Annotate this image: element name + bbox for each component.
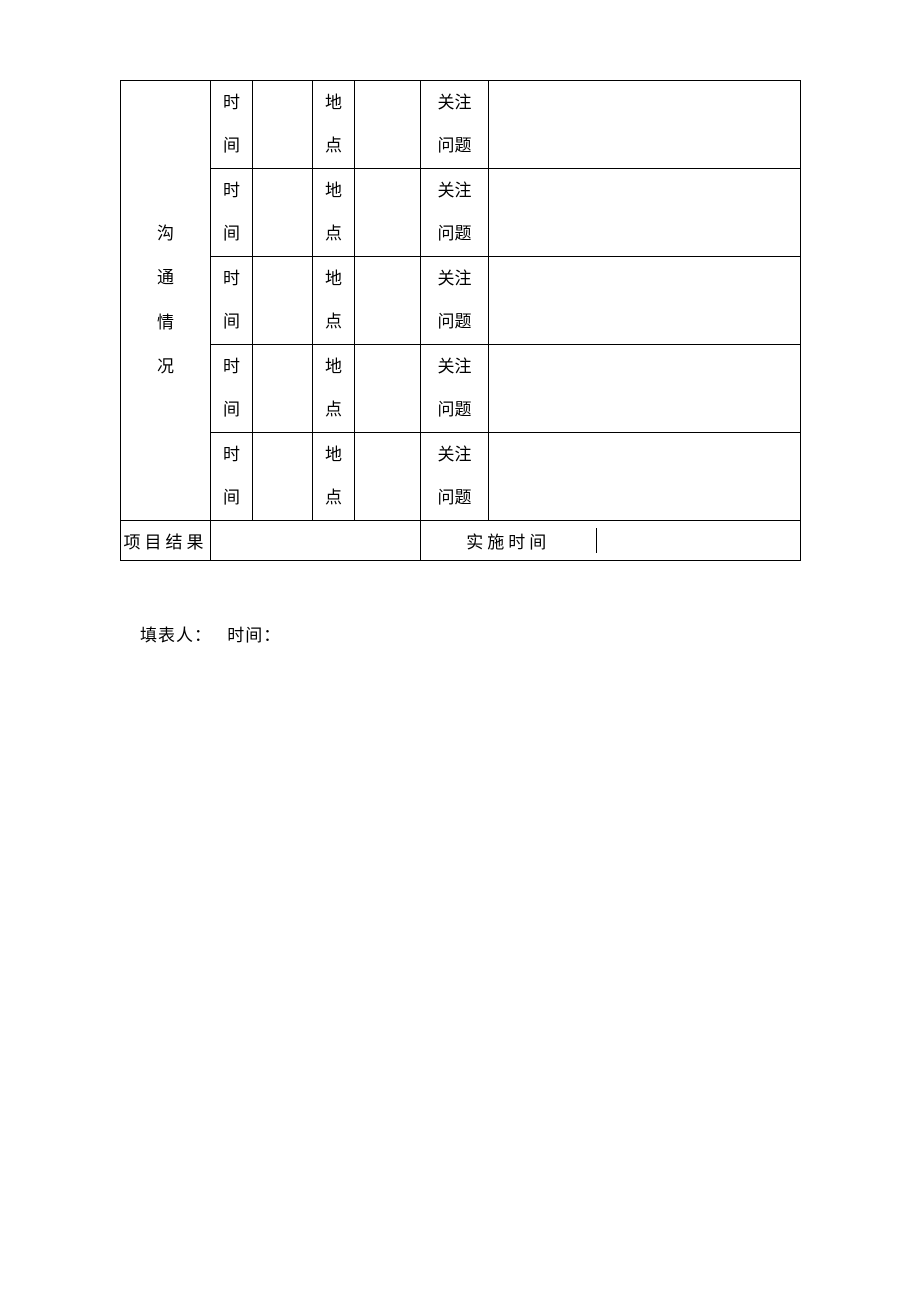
place-value (355, 433, 421, 521)
issue-label: 关注 问题 (421, 433, 489, 521)
label-char: 间 (211, 125, 252, 168)
label-char: 点 (313, 301, 354, 344)
table-row: 时 间 地 点 关注 问题 (121, 257, 801, 345)
place-value (355, 257, 421, 345)
place-value (355, 169, 421, 257)
label-line: 关注 (421, 258, 488, 301)
place-value (355, 81, 421, 169)
label-char: 点 (313, 389, 354, 432)
time-value (253, 345, 313, 433)
label-char: 时 (211, 258, 252, 301)
place-label: 地 点 (313, 169, 355, 257)
issue-value (489, 433, 801, 521)
side-char: 况 (121, 345, 210, 389)
issue-label: 关注 问题 (421, 81, 489, 169)
time-value (253, 169, 313, 257)
table-row: 时 间 地 点 关注 问题 (121, 345, 801, 433)
label-char: 时 (211, 346, 252, 389)
label-char: 时 (211, 82, 252, 125)
time-value (253, 257, 313, 345)
issue-label: 关注 问题 (421, 169, 489, 257)
label-line: 关注 (421, 434, 488, 477)
label-char: 点 (313, 125, 354, 168)
place-value (355, 345, 421, 433)
label-char: 地 (313, 346, 354, 389)
result-value (211, 521, 421, 561)
label-line: 问题 (421, 213, 488, 256)
place-label: 地 点 (313, 433, 355, 521)
label-line: 关注 (421, 82, 488, 125)
time-value (253, 81, 313, 169)
label-line: 问题 (421, 477, 488, 520)
label-char: 点 (313, 213, 354, 256)
label-char: 地 (313, 170, 354, 213)
footer-time-label: 时间： (227, 626, 281, 645)
place-label: 地 点 (313, 81, 355, 169)
label-line: 关注 (421, 346, 488, 389)
issue-label: 关注 问题 (421, 345, 489, 433)
label-line: 问题 (421, 301, 488, 344)
label-line: 问题 (421, 125, 488, 168)
table-row: 沟 通 情 况 时 间 地 点 关注 问题 (121, 81, 801, 169)
impl-time-cell: 实施时间 (421, 521, 801, 561)
filler-label: 填表人： (140, 626, 212, 645)
label-char: 间 (211, 477, 252, 520)
communication-table: 沟 通 情 况 时 间 地 点 关注 问题 时 间 地 点 (120, 80, 801, 561)
label-char: 间 (211, 301, 252, 344)
impl-time-value (596, 528, 800, 553)
side-char: 通 (121, 256, 210, 300)
label-char: 地 (313, 82, 354, 125)
impl-time-label: 实施时间 (421, 528, 596, 553)
label-char: 点 (313, 477, 354, 520)
side-label: 沟 通 情 况 (121, 81, 211, 521)
issue-value (489, 257, 801, 345)
label-char: 间 (211, 213, 252, 256)
time-label: 时 间 (211, 345, 253, 433)
time-label: 时 间 (211, 81, 253, 169)
issue-value (489, 81, 801, 169)
footer: 填表人： 时间： (120, 621, 800, 646)
time-value (253, 433, 313, 521)
table-row: 时 间 地 点 关注 问题 (121, 433, 801, 521)
issue-label: 关注 问题 (421, 257, 489, 345)
label-char: 间 (211, 389, 252, 432)
time-label: 时 间 (211, 433, 253, 521)
label-char: 地 (313, 258, 354, 301)
table-row: 时 间 地 点 关注 问题 (121, 169, 801, 257)
time-label: 时 间 (211, 257, 253, 345)
label-char: 时 (211, 434, 252, 477)
result-label: 项目结果 (121, 521, 211, 561)
side-char: 沟 (121, 212, 210, 256)
place-label: 地 点 (313, 345, 355, 433)
label-line: 问题 (421, 389, 488, 432)
side-char: 情 (121, 301, 210, 345)
place-label: 地 点 (313, 257, 355, 345)
bottom-row: 项目结果 实施时间 (121, 521, 801, 561)
label-char: 时 (211, 170, 252, 213)
issue-value (489, 169, 801, 257)
label-line: 关注 (421, 170, 488, 213)
issue-value (489, 345, 801, 433)
time-label: 时 间 (211, 169, 253, 257)
label-char: 地 (313, 434, 354, 477)
